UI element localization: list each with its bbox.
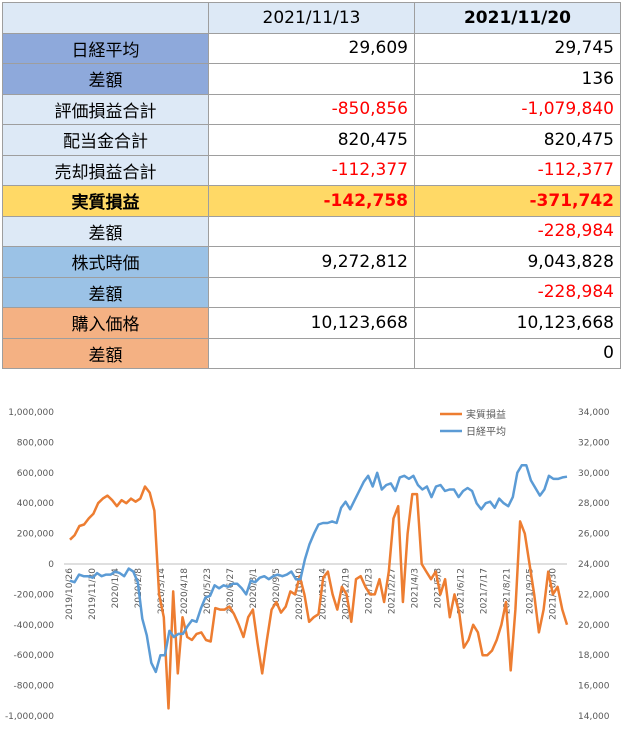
table-row: 差額 136: [2, 63, 621, 95]
row-value-2: 29,745: [414, 32, 621, 64]
y-left-tick-label: -800,000: [14, 682, 55, 692]
y-right-tick-label: 34,000: [578, 408, 610, 418]
series-line-nikkei-heikin: [69, 463, 568, 674]
y-right-tick-label: 20,000: [578, 621, 610, 631]
table-row: 実質損益 -142,758 -371,742: [2, 185, 621, 217]
y-right-tick-label: 26,000: [578, 530, 610, 540]
table-row: 差額 -228,984: [2, 276, 621, 308]
row-value-1: 9,272,812: [208, 246, 415, 278]
row-label: 日経平均: [2, 32, 209, 64]
line-chart: 1,000,000 800,000 600,000 400,000 200,000 0 -2…: [5, 408, 610, 722]
row-label: 差額: [2, 337, 209, 369]
y-left-tick-label: -400,000: [14, 621, 55, 631]
table-row: 差額 0: [2, 337, 621, 369]
row-label: 売却損益合計: [2, 154, 209, 186]
row-value-2: -228,984: [414, 215, 621, 247]
row-value-2: -112,377: [414, 154, 621, 186]
series-line-jisshitsu-soneki: [69, 485, 569, 710]
y-right-tick-label: 28,000: [578, 499, 610, 509]
row-value-2: -371,742: [414, 185, 621, 217]
y-left-tick-label: 600,000: [17, 469, 54, 479]
row-label: 購入価格: [2, 307, 209, 339]
x-tick-label: 2021/6/12: [456, 568, 466, 614]
x-tick-label: 2020/6/27: [226, 568, 236, 614]
x-tick-label: 2019/10/26: [65, 568, 75, 620]
y-right-tick-label: 30,000: [578, 469, 610, 479]
y-right-tick-label: 18,000: [578, 651, 610, 661]
table-row: 株式時価 9,272,812 9,043,828: [2, 246, 621, 278]
y-right-tick-label: 24,000: [578, 560, 610, 570]
table-row: 配当金合計 820,475 820,475: [2, 124, 621, 156]
y-left-tick-label: 1,000,000: [8, 408, 54, 418]
header-date-2: 2021/11/20: [414, 2, 621, 34]
row-value-1: 29,609: [208, 32, 415, 64]
row-value-1: -142,758: [208, 185, 415, 217]
y-right-tick-label: 16,000: [578, 682, 610, 692]
x-tick-label: 2019/11/30: [88, 568, 98, 620]
table-row: 評価損益合計 -850,856 -1,079,840: [2, 93, 621, 125]
row-value-1: 820,475: [208, 124, 415, 156]
header-date-1: 2021/11/13: [208, 2, 415, 34]
row-value-2: 10,123,668: [414, 307, 621, 339]
x-tick-label: 2020/1/4: [111, 568, 121, 609]
y-right-tick-label: 14,000: [578, 712, 610, 722]
legend-label: 日経平均: [466, 425, 506, 438]
row-label: 評価損益合計: [2, 93, 209, 125]
y-left-tick-label: -200,000: [14, 590, 55, 600]
header-blank-cell: [2, 2, 209, 34]
table-row: 売却損益合計 -112,377 -112,377: [2, 154, 621, 186]
x-tick-label: 2020/9/5: [272, 568, 282, 608]
summary-table: 2021/11/13 2021/11/20 日経平均 29,609 29,745 差額…: [2, 2, 621, 369]
legend-label: 実質損益: [466, 408, 506, 421]
y-right-tick-label: 22,000: [578, 590, 610, 600]
x-tick-label: 2021/9/25: [525, 568, 535, 614]
row-label: 株式時価: [2, 246, 209, 278]
row-value-1: [208, 276, 415, 308]
x-tick-label: 2020/8/1: [249, 568, 259, 608]
y-left-tick-label: -1,000,000: [5, 712, 54, 722]
row-value-2: -1,079,840: [414, 93, 621, 125]
x-tick-label: 2020/10/10: [295, 568, 305, 620]
row-label: 配当金合計: [2, 124, 209, 156]
row-value-2: 9,043,828: [414, 246, 621, 278]
row-label: 差額: [2, 215, 209, 247]
x-tick-label: 2021/2/27: [387, 568, 397, 614]
y-left-tick-label: 400,000: [17, 499, 54, 509]
y-left-tick-label: 800,000: [17, 438, 54, 448]
y-left-tick-label: -600,000: [14, 651, 55, 661]
row-value-2: 0: [414, 337, 621, 369]
x-tick-label: 2020/5/23: [203, 568, 213, 614]
y-left-tick-label: 0: [48, 560, 54, 570]
x-tick-label: 2020/4/18: [180, 568, 190, 614]
row-value-2: -228,984: [414, 276, 621, 308]
row-value-1: -112,377: [208, 154, 415, 186]
row-value-2: 820,475: [414, 124, 621, 156]
row-value-1: [208, 63, 415, 95]
table-row: 購入価格 10,123,668 10,123,668: [2, 307, 621, 339]
row-value-1: 10,123,668: [208, 307, 415, 339]
row-label: 差額: [2, 63, 209, 95]
y-left-tick-label: 200,000: [17, 530, 54, 540]
x-tick-label: 2021/8/21: [502, 568, 512, 614]
x-tick-label: 2020/3/14: [157, 568, 167, 614]
row-label: 実質損益: [2, 185, 209, 217]
row-value-1: [208, 215, 415, 247]
row-label: 差額: [2, 276, 209, 308]
x-tick-label: 2021/4/3: [410, 568, 420, 608]
row-value-1: [208, 337, 415, 369]
table-header-row: 2021/11/13 2021/11/20: [2, 2, 621, 34]
row-value-2: 136: [414, 63, 621, 95]
row-value-1: -850,856: [208, 93, 415, 125]
x-tick-label: 2021/7/17: [479, 568, 489, 614]
x-tick-label: 2020/11/14: [318, 568, 328, 620]
table-row: 日経平均 29,609 29,745: [2, 32, 621, 64]
table-row: 差額 -228,984: [2, 215, 621, 247]
y-right-tick-label: 32,000: [578, 438, 610, 448]
